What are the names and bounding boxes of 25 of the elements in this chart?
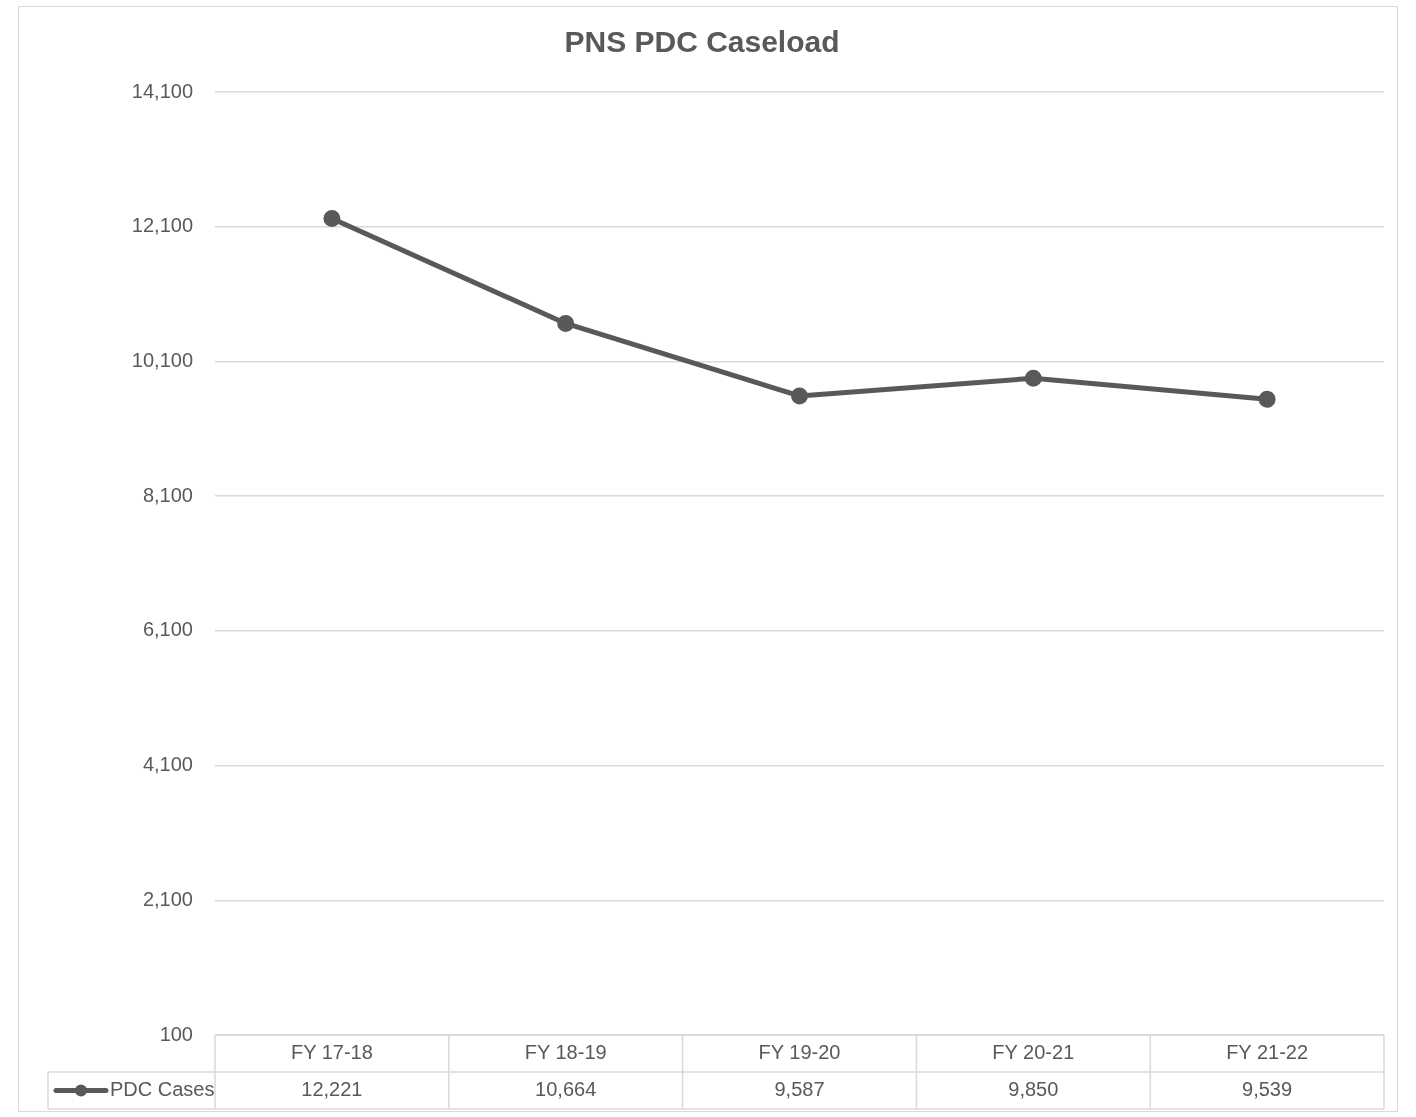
y-tick-label: 4,100 xyxy=(142,753,193,776)
data-label: 9,850 xyxy=(1008,1078,1059,1101)
point xyxy=(1258,390,1276,408)
point xyxy=(791,387,808,405)
y-tick-label: 8,100 xyxy=(142,483,193,506)
data-label: 10,664 xyxy=(535,1078,597,1101)
y-tick-label: 14,100 xyxy=(131,79,193,102)
x-tick-label: FY 17-18 xyxy=(290,1041,373,1064)
data-label: 9,539 xyxy=(1242,1078,1293,1101)
point xyxy=(1024,369,1042,387)
y-tick-label: 10,100 xyxy=(131,348,193,371)
x-tick-label: FY 18-19 xyxy=(524,1041,607,1064)
x-tick-label: FY 20-21 xyxy=(992,1041,1075,1064)
data-label: 9,587 xyxy=(774,1078,825,1101)
y-tick-label: 12,100 xyxy=(131,214,193,237)
legend-label: PDC Cases xyxy=(110,1078,215,1101)
x-tick-label: FY 21-22 xyxy=(1226,1041,1309,1064)
chart-title: PNS PDC Caseload xyxy=(564,25,840,59)
y-tick-label: 6,100 xyxy=(142,618,193,641)
y-tick-label: 100 xyxy=(159,1022,193,1045)
x-tick-label: FY 19-20 xyxy=(758,1041,841,1064)
point xyxy=(557,314,575,332)
y-tick-label: 2,100 xyxy=(142,887,193,910)
data-label: 12,221 xyxy=(301,1078,363,1101)
point xyxy=(323,210,341,228)
